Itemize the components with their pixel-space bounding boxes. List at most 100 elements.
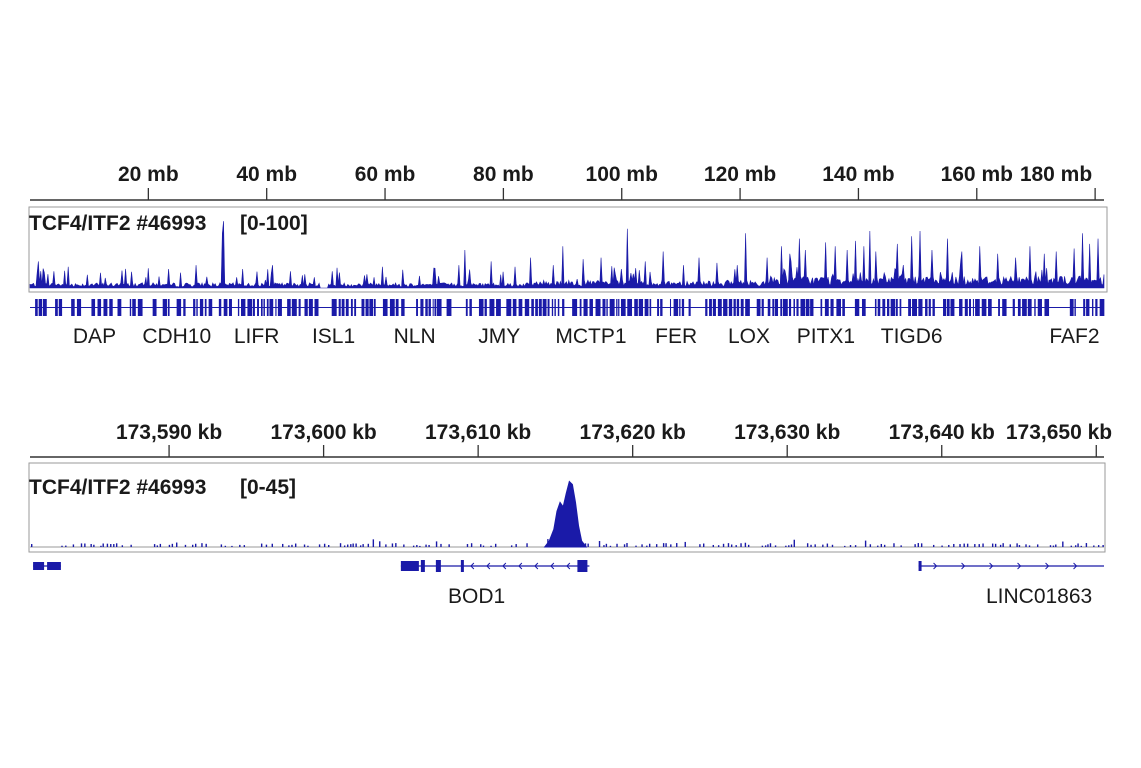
background-signal-bar — [416, 544, 418, 547]
background-signal-bar — [963, 543, 965, 547]
background-signal-bar — [84, 543, 86, 547]
background-signal-bar — [932, 544, 935, 547]
background-signal-bar — [194, 543, 197, 547]
background-signal-bar — [201, 543, 203, 547]
background-signal-bar — [80, 543, 83, 547]
background-signal-bar — [655, 544, 658, 547]
genome-gene-label: JMY — [478, 325, 520, 348]
genome-tick-label: 160 mb — [941, 163, 1013, 186]
background-signal-bar — [350, 544, 352, 547]
locus-gene-label: BOD1 — [448, 585, 505, 608]
background-signal-bar — [288, 545, 290, 547]
background-signal-bar — [372, 539, 375, 547]
background-signal-bar — [785, 545, 787, 547]
background-signal-bar — [328, 545, 330, 547]
genome-gene-label: MCTP1 — [555, 325, 626, 348]
background-signal-bar — [243, 545, 246, 547]
locus-track-range: [0-45] — [240, 476, 296, 499]
background-signal-bar — [220, 544, 223, 547]
gene-strand-arrow — [1017, 562, 1022, 570]
background-signal-bar — [1036, 544, 1039, 547]
background-signal-bar — [72, 544, 75, 547]
gene-exon — [918, 561, 922, 571]
locus-tick-label: 173,600 kb — [270, 421, 376, 444]
background-signal-bar — [184, 544, 187, 547]
genome-tick-label: 40 mb — [236, 163, 297, 186]
background-signal-bar — [359, 545, 362, 547]
background-signal-bar — [587, 543, 589, 547]
genome-gene-label: TIGD6 — [881, 325, 943, 348]
background-signal-bar — [826, 543, 829, 547]
locus-panel: 173,590 kb 173,600 kb 173,610 kb 173,620 kb… — [28, 421, 1112, 608]
genome-gene-label: LOX — [728, 325, 770, 348]
background-signal-bar — [831, 544, 834, 547]
background-signal-bar — [1085, 543, 1088, 547]
background-signal-bar — [917, 543, 919, 547]
background-signal-bar — [494, 543, 497, 547]
background-signal-bar — [412, 545, 415, 547]
background-signal-bar — [822, 544, 824, 547]
genome-gene-label: LIFR — [234, 325, 280, 348]
background-signal-bar — [948, 544, 950, 547]
background-signal-bar — [282, 543, 284, 547]
gene-model: LINC01863 — [918, 561, 1104, 608]
gene-exon — [33, 562, 45, 570]
gene-strand-arrow — [989, 562, 994, 570]
genome-gene-label: FAF2 — [1049, 325, 1099, 348]
background-signal-bar — [994, 543, 997, 547]
locus-tick-label: 173,610 kb — [425, 421, 531, 444]
locus-peak-area — [543, 480, 588, 548]
genome-gene-label: FER — [655, 325, 697, 348]
background-signal-bar — [764, 545, 767, 547]
locus-track-frame — [28, 462, 1106, 553]
background-signal-bar — [106, 543, 109, 547]
gene-strand-arrow — [534, 562, 539, 570]
genome-gene-label: CDH10 — [142, 325, 211, 348]
genome-gene-labels: DAP CDH10 LIFR ISL1 NLN JMY MCTP1 FER LOX PITX1 TI… — [73, 325, 1100, 348]
background-signal-bar — [490, 545, 492, 547]
gene-strand-arrow — [486, 562, 491, 570]
background-signal-bar — [1080, 545, 1082, 547]
background-signal-bar — [1016, 543, 1018, 547]
gene-strand-arrow — [518, 562, 523, 570]
background-signal-bar — [419, 545, 421, 547]
genome-tick-label: 100 mb — [586, 163, 658, 186]
gene-strand-arrow — [566, 562, 571, 570]
background-signal-bar — [869, 544, 872, 547]
background-signal-bar — [168, 544, 171, 547]
background-signal-bar — [999, 544, 1002, 547]
background-signal-bar — [670, 544, 672, 547]
gene-model: BOD1 — [400, 560, 590, 608]
background-signal-bar — [159, 543, 162, 547]
background-signal-bar — [849, 545, 852, 547]
background-signal-bar — [1009, 544, 1011, 547]
locus-tick-label: 173,630 kb — [734, 421, 840, 444]
genome-tick-label: 180 mb — [1020, 163, 1092, 186]
background-signal-bar — [176, 542, 178, 547]
background-signal-bar — [814, 544, 816, 547]
background-signal-bar — [425, 544, 427, 547]
locus-gene-label: LINC01863 — [986, 585, 1092, 608]
background-signal-bar — [703, 543, 705, 547]
background-signal-bar — [435, 541, 438, 547]
background-signal-bar — [482, 545, 485, 547]
background-signal-bar — [102, 543, 104, 547]
background-signal-bar — [893, 543, 895, 547]
background-signal-bar — [303, 544, 306, 547]
background-signal-bar — [156, 545, 159, 547]
background-signal-bar — [231, 545, 233, 547]
background-signal-bar — [767, 544, 769, 547]
background-signal-bar — [90, 543, 92, 547]
background-signal-bar — [648, 543, 651, 547]
background-signal-bar — [920, 543, 923, 547]
background-signal-bar — [440, 543, 442, 547]
background-signal-bar — [1052, 545, 1055, 547]
background-signal-bar — [1028, 545, 1031, 547]
background-signal-bar — [747, 544, 750, 547]
background-signal-bar — [470, 543, 473, 547]
background-signal-bar — [1097, 545, 1100, 547]
background-signal-bar — [403, 544, 405, 547]
gene-model — [33, 562, 61, 570]
background-signal-bar — [744, 542, 747, 547]
genome-tick-label: 120 mb — [704, 163, 776, 186]
